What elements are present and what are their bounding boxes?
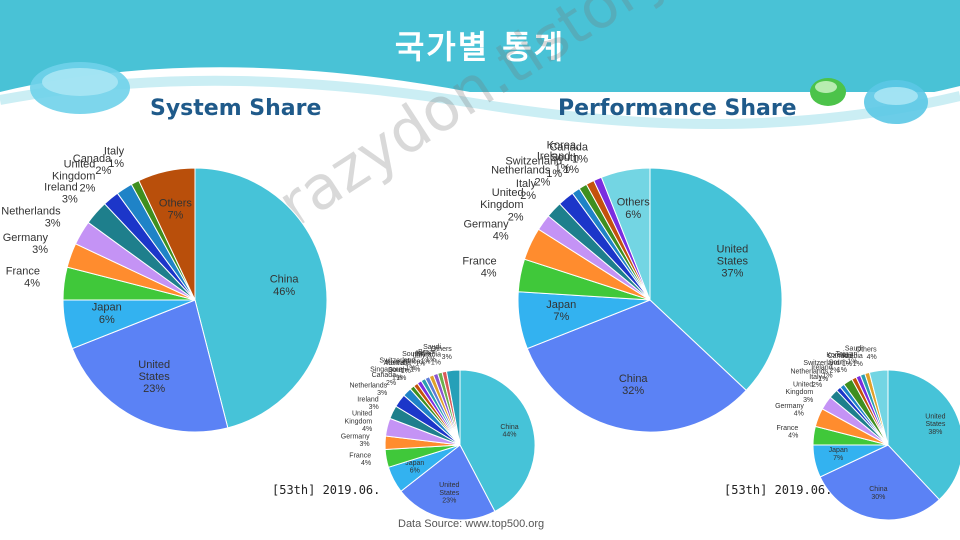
pie-label-germany: Germany 4% — [775, 403, 804, 418]
pie-label-china: China 30% — [869, 486, 887, 501]
pie-label-taiwan: Taiwan 1% — [836, 351, 858, 366]
pie-label-india: India 1% — [415, 351, 430, 366]
pie-slice-china — [526, 299, 747, 433]
pie-label-united-kingdom: United Kingdom 2% — [52, 159, 96, 195]
pie-label-canada: Canada 2% — [73, 153, 112, 177]
pie-label-united-kingdom: United Kingdom 3% — [786, 382, 814, 404]
pie-label-switzerland: Switzerland 2% — [803, 360, 839, 375]
pie-label-united-kingdom: United Kingdom 2% — [480, 187, 524, 223]
pie-label-singapore: Singapore 1% — [370, 367, 402, 382]
performance-share-prev-pie: United States 38% China 30% Japan 7% France 4% Ge… — [775, 346, 960, 521]
pie-label-china: China 46% — [270, 274, 300, 298]
pie-label-japan: Japan 6% — [92, 302, 122, 326]
pie-label-australia: Australia 1% — [384, 360, 411, 375]
pie-label-italy: Italy 1% — [104, 146, 125, 170]
pie-label-japan: Japan 7% — [829, 447, 848, 462]
pie-label-netherlands: Netherlands 3% — [349, 383, 387, 398]
pie-label-korea-south: Korea, South 1% — [386, 360, 407, 382]
pie-label-japan: Japan 7% — [546, 299, 576, 323]
performance-prev-caption: [53th] 2019.06. — [724, 483, 833, 497]
pie-label-switzerland: Switzerland 1% — [379, 357, 415, 372]
pie-label-italy: Italy 2% — [516, 178, 537, 202]
pie-label-germany: Germany 4% — [463, 218, 509, 242]
pie-slice-others — [600, 167, 651, 301]
pie-label-canada: Canada 1% — [549, 142, 588, 166]
pie-label-ireland: Ireland 3% — [357, 397, 379, 412]
pie-label-others: Others 6% — [617, 197, 651, 221]
pie-slice-china — [459, 369, 536, 513]
pie-label-france: France 4% — [777, 425, 799, 440]
pie-label-canada: Canada 2% — [372, 372, 397, 387]
system-prev-caption: [53th] 2019.06. — [272, 483, 381, 497]
pie-label-france: France 4% — [462, 256, 496, 280]
system-share-pie: China 46% United States 23% Japan 6% France 4% Ge… — [1, 146, 328, 433]
pie-slice-united-states — [71, 299, 229, 433]
pie-label-italy: Italy 1% — [413, 353, 426, 368]
header-wave-decoration — [0, 62, 960, 150]
pie-slice-united-states — [400, 444, 496, 521]
pie-label-netherlands: Netherlands 1% — [790, 368, 828, 383]
pie-label-saudi-arabia: Saudi Arabia 1% — [843, 346, 864, 368]
pie-label-united-states: United States 37% — [717, 243, 749, 279]
pie-slice-others — [138, 167, 196, 301]
data-source-note: Data Source: www.top500.org — [398, 518, 545, 530]
pie-label-canada: Canada 1% — [828, 353, 853, 368]
pie-label-italy: Italy 2% — [809, 374, 822, 389]
pie-label-france: France 4% — [6, 265, 40, 289]
pie-label-united-states: United States 23% — [138, 359, 170, 395]
pie-slice-others — [445, 369, 461, 446]
system-share-prev-pie: China 44% United States 23% Japan 6% France 4% Ge… — [341, 344, 536, 521]
pie-slice-others — [868, 369, 889, 446]
pie-label-saudi-arabia: Saudi Arabia 1% — [421, 344, 442, 366]
performance-share-title: Performance Share — [558, 96, 797, 121]
pie-label-ireland: Ireland 1% — [537, 151, 571, 175]
pie-label-united-states: United States 23% — [439, 482, 460, 504]
pie-label-netherlands: Netherlands 3% — [1, 205, 61, 229]
pie-label-others: Others 4% — [856, 346, 878, 361]
pie-label-korea-south: Korea, South 1% — [547, 140, 580, 176]
pie-label-switzerland: Switzerland 1% — [505, 156, 562, 180]
pie-label-south-africa: South Africa 1% — [402, 351, 420, 373]
pie-slice-china — [194, 167, 328, 429]
pie-label-ireland: Ireland 1% — [811, 365, 833, 380]
pie-label-ireland: Ireland 3% — [44, 182, 78, 206]
pie-label-brazil: Brazil 1% — [418, 349, 436, 364]
pie-label-france: France 4% — [349, 452, 371, 467]
pie-label-others: Others 3% — [431, 346, 453, 361]
pie-slice-china — [819, 444, 941, 521]
system-share-title: System Share — [150, 96, 322, 121]
pie-label-netherlands: Netherlands 2% — [491, 165, 551, 189]
pie-label-united-kingdom: United Kingdom 4% — [345, 411, 373, 433]
pie-slice-united-states — [887, 369, 960, 501]
pie-label-germany: Germany 3% — [341, 433, 370, 448]
performance-share-pie: United States 37% China 32% Japan 7% France 4% Ge… — [462, 140, 783, 433]
pie-label-korea-south: Korea, South 1% — [826, 352, 847, 374]
pie-label-others: Others 7% — [159, 197, 193, 221]
page-title: 국가별 통계 — [394, 28, 566, 66]
pie-label-united-states: United States 38% — [925, 414, 946, 436]
pie-label-china: China 32% — [619, 373, 649, 397]
pie-label-germany: Germany 3% — [3, 232, 49, 256]
pie-slice-united-states — [649, 167, 783, 392]
pie-label-japan: Japan 6% — [405, 460, 424, 475]
pie-label-china: China 44% — [500, 424, 518, 439]
